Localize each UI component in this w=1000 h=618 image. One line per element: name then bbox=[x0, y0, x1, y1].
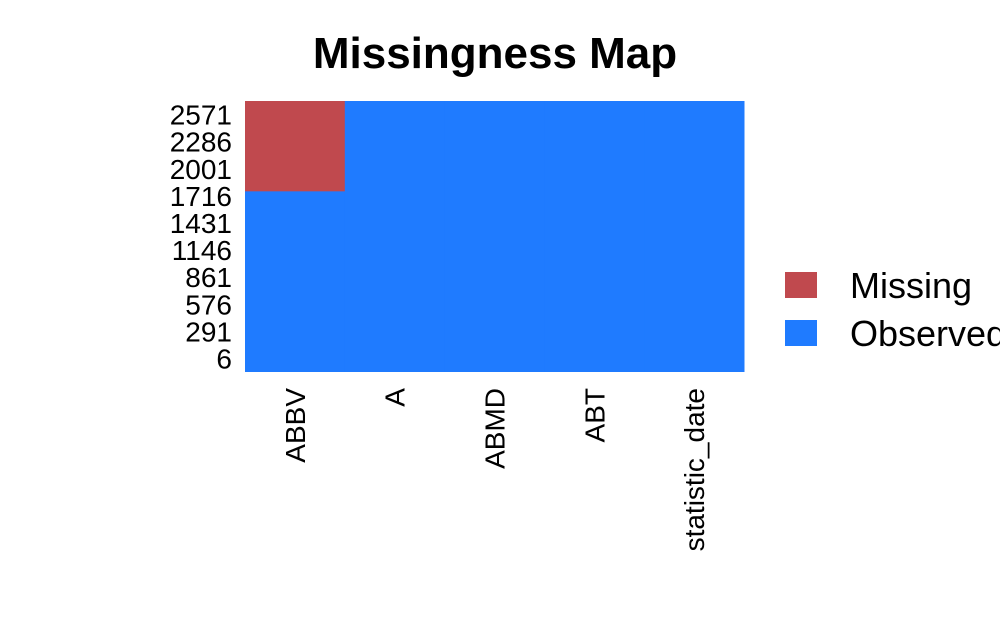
y-tick-label: 576 bbox=[185, 289, 232, 320]
y-tick-label: 1431 bbox=[170, 208, 232, 239]
x-tick-label: ABMD bbox=[480, 388, 511, 469]
x-tick-label: A bbox=[380, 388, 411, 407]
x-tick-label: ABT bbox=[579, 388, 610, 442]
y-tick-label: 861 bbox=[185, 262, 232, 293]
chart-title: Missingness Map bbox=[313, 29, 677, 78]
plot-area bbox=[245, 101, 745, 372]
legend-swatch-observed bbox=[785, 320, 817, 346]
y-tick-label: 291 bbox=[185, 316, 232, 347]
legend: Missing Observed bbox=[785, 265, 1000, 354]
observed-cell-abmd bbox=[444, 101, 545, 372]
y-tick-label: 6 bbox=[216, 343, 232, 374]
missing-block-abbv bbox=[245, 101, 345, 192]
observed-cell-a bbox=[344, 101, 446, 372]
y-tick-label: 2571 bbox=[170, 100, 232, 131]
legend-swatch-missing bbox=[785, 272, 817, 298]
y-tick-label: 2286 bbox=[170, 127, 232, 158]
y-tick-label: 2001 bbox=[170, 154, 232, 185]
x-axis-ticks: ABBV A ABMD ABT statistic_date bbox=[280, 388, 710, 552]
legend-label-missing: Missing bbox=[850, 265, 972, 306]
legend-label-observed: Observed bbox=[850, 313, 1000, 354]
y-tick-label: 1716 bbox=[170, 181, 232, 212]
y-tick-label: 1146 bbox=[172, 235, 232, 266]
x-tick-label: ABBV bbox=[280, 388, 311, 463]
x-tick-label: statistic_date bbox=[679, 388, 710, 551]
observed-cell-abt bbox=[544, 101, 645, 372]
observed-cell-statistic-date bbox=[644, 101, 745, 372]
